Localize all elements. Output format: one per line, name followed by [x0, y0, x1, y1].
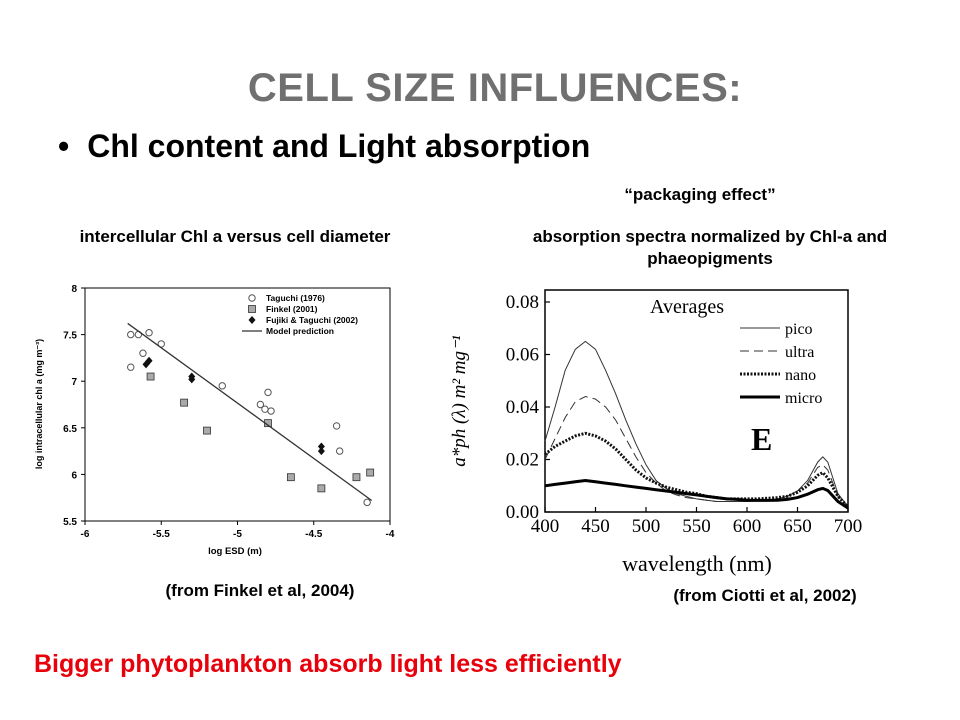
right-source-citation: (from Ciotti et al, 2002)	[673, 586, 857, 605]
y-tick-label: 7.5	[63, 331, 77, 342]
legend-marker	[248, 294, 256, 302]
data-point	[188, 375, 196, 384]
data-point	[332, 422, 341, 430]
x-tick-label: -6	[81, 529, 90, 540]
data-point	[145, 329, 153, 337]
data-point	[261, 405, 269, 413]
data-point	[317, 447, 325, 456]
legend-label: Model prediction	[266, 326, 334, 336]
legend-marker	[248, 316, 256, 324]
data-point	[363, 498, 371, 507]
bullet-text: Chl content and Light absorption	[87, 128, 591, 164]
spectrum-line-nano	[544, 431, 850, 508]
data-point	[180, 398, 189, 407]
x-tick-label: 450	[581, 516, 610, 537]
x-axis-ticks: -6 -5.5 -5 -4.5 -4	[81, 521, 395, 540]
y-axis-ticks: 0.00 0.02 0.04 0.06 0.08	[506, 292, 550, 523]
legend-title: Averages	[650, 296, 724, 318]
x-axis-label: log ESD (m)	[208, 546, 262, 557]
x-tick-label: 500	[632, 516, 661, 537]
legend-label: pico	[785, 321, 813, 338]
x-axis-ticks: 400 450 500 550 600 650 700	[531, 507, 863, 537]
y-tick-label: 0.06	[506, 345, 539, 366]
x-axis-label: wavelength (nm)	[622, 551, 772, 576]
x-tick-label: 600	[733, 516, 762, 537]
y-axis-label: log intracellular chl a (mg m⁻³)	[34, 339, 44, 469]
scatter-legend: Taguchi (1976)Finkel (2001)Fujiki & Tagu…	[242, 293, 358, 336]
legend-label: nano	[785, 367, 816, 384]
x-tick-label: -4	[386, 529, 395, 540]
legend-label: Finkel (2001)	[266, 304, 318, 314]
x-tick-label: 650	[783, 516, 812, 537]
y-tick-label: 5.5	[63, 517, 77, 528]
scatter-marks	[127, 322, 375, 507]
absorption-spectra-chart: 400 450 500 550 600 650 700 0.000.020.040.060.…	[449, 289, 863, 576]
y-tick-label: 0.00	[506, 502, 539, 523]
legend-label: micro	[785, 390, 822, 407]
y-tick-label: 0.02	[506, 450, 539, 471]
bullet-item: • Chl content and Light absorption	[58, 128, 590, 165]
data-point	[352, 473, 361, 482]
legend-marker	[248, 305, 256, 313]
legend-label: Taguchi (1976)	[266, 293, 325, 303]
data-point	[366, 468, 375, 477]
y-axis-label: a*ph (λ) m² mg⁻¹	[449, 335, 470, 467]
y-axis-ticks: 5.5 6 6.5 7 7.5 8	[63, 284, 85, 528]
data-point	[317, 442, 325, 451]
x-tick-label: -5.5	[153, 529, 171, 540]
data-point	[317, 484, 326, 493]
spectra-legend: pico ultra nano micro	[740, 321, 822, 407]
x-tick-label: 400	[531, 516, 560, 537]
spectrum-line-ultra	[544, 395, 849, 508]
y-tick-label: 6.5	[63, 424, 77, 435]
conclusion-text: Bigger phytoplankton absorb light less e…	[34, 650, 622, 678]
spectra-lines	[544, 340, 850, 510]
legend-label: ultra	[785, 344, 814, 361]
x-tick-label: 550	[682, 516, 711, 537]
spectrum-line-micro	[544, 478, 849, 510]
data-point	[335, 447, 344, 455]
y-tick-label: 0.04	[506, 397, 540, 418]
slide-title: CELL SIZE INFLUENCES:	[247, 66, 743, 110]
y-tick-label: 6	[71, 470, 77, 481]
data-point	[127, 363, 135, 371]
y-tick-label: 0.08	[506, 292, 539, 313]
left-chart-caption: intercellular Chl a versus cell diameter	[79, 227, 391, 246]
data-point	[256, 400, 265, 409]
data-point	[145, 356, 153, 365]
y-tick-label: 7	[71, 377, 77, 388]
left-source-citation: (from Finkel et al, 2004)	[165, 581, 355, 600]
data-point	[139, 349, 147, 357]
y-tick-label: 8	[71, 284, 77, 295]
data-point	[146, 372, 155, 381]
data-point	[127, 330, 135, 339]
packaging-effect-note: “packaging effect”	[624, 185, 776, 204]
right-chart-caption: absorption spectra normalized by Chl-a a…	[532, 227, 888, 268]
data-point	[203, 426, 211, 435]
x-tick-label: -5	[233, 529, 242, 540]
model-prediction-line	[127, 322, 373, 502]
panel-label: E	[751, 421, 772, 457]
data-point	[286, 473, 295, 482]
x-tick-label: -4.5	[305, 529, 323, 540]
data-point	[264, 388, 272, 397]
legend-label: Fujiki & Taguchi (2002)	[266, 315, 358, 325]
data-point	[218, 382, 226, 390]
data-point	[267, 407, 275, 415]
scatter-chart-chl-vs-esd: -6 -5.5 -5 -4.5 -4 5.5 6 6.5 7 7.5 8 Taguchi (197…	[34, 284, 395, 557]
x-tick-label: 700	[834, 516, 863, 537]
bullet-dot-icon: •	[58, 128, 70, 164]
